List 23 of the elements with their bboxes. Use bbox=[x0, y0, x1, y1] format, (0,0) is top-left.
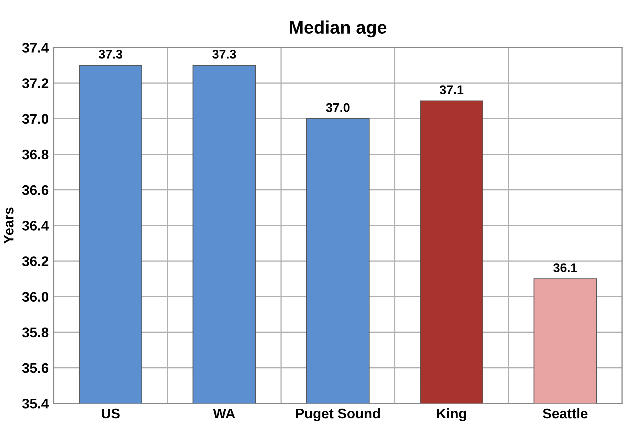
y-tick-label: 36.0 bbox=[22, 292, 49, 302]
y-tick-label: 36.6 bbox=[22, 185, 49, 196]
y-tick-label: 37.0 bbox=[22, 114, 49, 124]
x-tick-label: Puget Sound bbox=[296, 408, 380, 422]
y-tick-label: 36.8 bbox=[22, 150, 49, 160]
x-tick-label: Seattle bbox=[543, 408, 588, 419]
x-tick-label: US bbox=[102, 408, 120, 419]
y-tick-label: 37.2 bbox=[22, 78, 49, 89]
data-label: 36.1 bbox=[554, 264, 578, 272]
x-tick-label: King bbox=[437, 408, 466, 422]
x-tick-label: WA bbox=[213, 408, 236, 419]
data-label: 37.1 bbox=[440, 86, 464, 94]
y-axis-title: Years bbox=[4, 208, 14, 244]
y-tick-label: 35.4 bbox=[22, 398, 50, 409]
data-label: 37.3 bbox=[212, 50, 236, 59]
data-label: 37.0 bbox=[326, 103, 350, 112]
data-label: 37.3 bbox=[98, 50, 123, 59]
chart-title: Median age bbox=[290, 20, 387, 38]
y-tick-label: 36.2 bbox=[22, 256, 49, 266]
y-tick-label: 35.6 bbox=[22, 363, 49, 374]
y-tick-label: 36.4 bbox=[22, 221, 50, 231]
y-tick-label: 37.4 bbox=[22, 43, 50, 53]
y-tick-label: 35.8 bbox=[22, 328, 49, 338]
